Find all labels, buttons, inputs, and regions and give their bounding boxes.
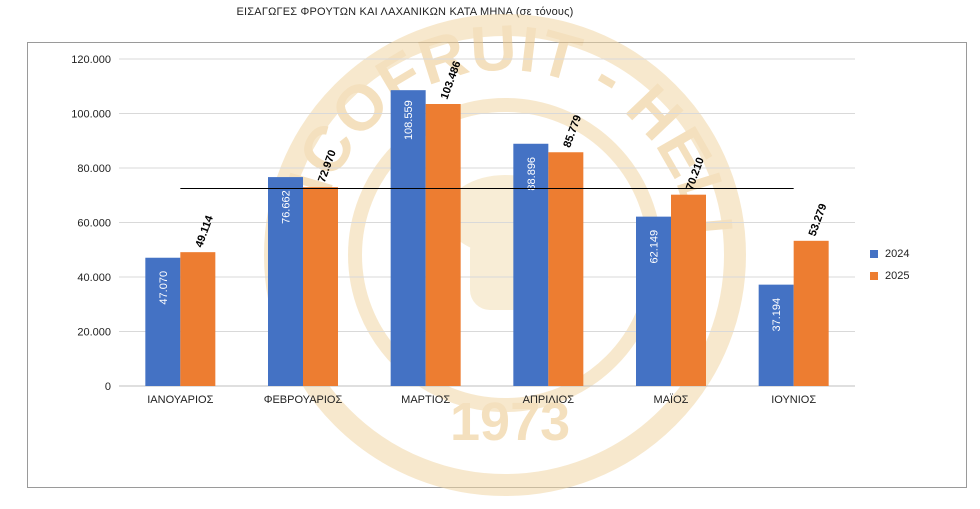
x-tick-label: ΑΠΡΙΛΙΟΣ [523, 394, 575, 406]
data-label-2025-2: 103.486 [439, 60, 464, 101]
data-label-2025-1: 72.970 [316, 148, 339, 184]
legend-swatch-2024 [870, 250, 878, 258]
x-axis: ΙΑΝΟΥΑΡΙΟΣ ΦΕΒΡΟΥΑΡΙΟΣ ΜΑΡΤΙΟΣ ΑΠΡΙΛΙΟΣ ΜΑΪΟ… [147, 394, 816, 406]
y-tick-label: 60.000 [77, 218, 111, 230]
data-labels: 47.070 49.114 76.662 72.970 108.559 103.486 88… [158, 60, 830, 332]
data-label-2025-0: 49.114 [193, 213, 216, 249]
data-label-2025-3: 85.779 [561, 114, 584, 150]
y-tick-label: 80.000 [77, 163, 111, 175]
data-label-2024-1: 76.662 [281, 190, 293, 224]
legend-swatch-2025 [870, 272, 878, 280]
y-tick-label: 20.000 [77, 327, 111, 339]
bar-2025-1 [303, 187, 338, 386]
gridlines [119, 58, 855, 332]
y-tick-label: 0 [105, 381, 111, 393]
bar-2025-2 [425, 104, 461, 387]
bar-2025-0 [180, 252, 216, 386]
x-tick-label: ΜΑΪΟΣ [654, 394, 689, 406]
y-tick-label: 100.000 [71, 109, 111, 121]
y-axis: 0 20.000 40.000 60.000 80.000 100.000 120.000 [71, 54, 855, 393]
data-label-2024-2: 108.559 [403, 100, 415, 140]
y-tick-label: 120.000 [71, 54, 111, 66]
bar-2025-5 [793, 240, 829, 386]
x-tick-label: ΜΑΡΤΙΟΣ [401, 394, 450, 406]
data-label-2024-5: 37.194 [771, 298, 783, 332]
data-label-2024-3: 88.896 [526, 157, 538, 191]
y-tick-label: 40.000 [77, 272, 111, 284]
data-label-2024-4: 62.149 [649, 230, 661, 264]
bar-2024-0 [145, 257, 181, 386]
watermark-year: 1973 [450, 392, 570, 452]
data-label-2025-5: 53.279 [807, 202, 830, 238]
bar-2024-1 [268, 177, 303, 386]
legend-label-2024: 2024 [885, 248, 910, 260]
legend-item-2024: 2024 [870, 248, 909, 260]
x-tick-label: ΙΟΥΝΙΟΣ [771, 394, 816, 406]
data-label-2025-4: 70.210 [684, 156, 707, 192]
legend-item-2025: 2025 [870, 270, 909, 282]
bar-2025-3 [548, 152, 584, 386]
bar-2024-3 [513, 143, 549, 386]
data-label-2024-0: 47.070 [158, 271, 170, 305]
x-tick-label: ΙΑΝΟΥΑΡΙΟΣ [147, 394, 213, 406]
legend-label-2025: 2025 [885, 270, 910, 282]
bar-2024-2 [390, 90, 426, 386]
bars [145, 90, 829, 387]
x-tick-label: ΦΕΒΡΟΥΑΡΙΟΣ [264, 394, 343, 406]
bar-2024-4 [636, 216, 671, 386]
bar-2024-5 [758, 284, 794, 386]
bar-2025-4 [671, 194, 706, 386]
